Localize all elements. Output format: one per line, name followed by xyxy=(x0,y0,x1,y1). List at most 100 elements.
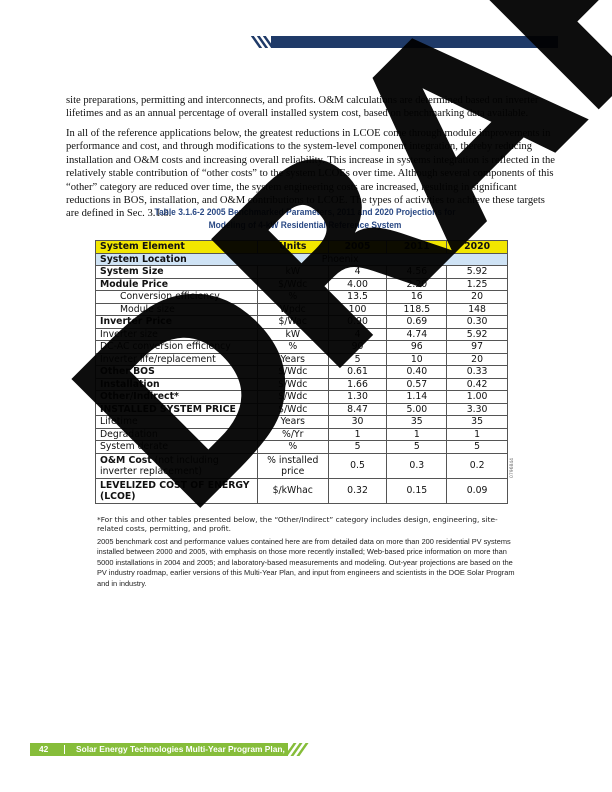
value-cell: 0.3 xyxy=(386,452,448,479)
element-rest-text: (not including inverter replacement) xyxy=(100,454,219,477)
value-cell: 96 xyxy=(386,340,448,354)
location-label: System Location xyxy=(95,252,258,266)
value-cell: 35 xyxy=(386,415,448,429)
value-cell: 1.14 xyxy=(386,390,448,404)
value-cell: 0.09 xyxy=(446,477,508,504)
value-cell: 5 xyxy=(327,440,388,454)
table-row: Other BOS $/Wdc 0.61 0.40 0.33 xyxy=(95,365,508,379)
element-cell: DC-AC conversion efficiency xyxy=(95,340,258,354)
value-cell: 0.90 xyxy=(327,315,388,329)
element-cell: Inverter life/replacement xyxy=(95,352,258,366)
footer-divider xyxy=(64,745,65,754)
units-cell: $/Wdc xyxy=(256,402,329,416)
value-cell: 0.42 xyxy=(446,377,508,391)
value-cell: 4 xyxy=(327,265,388,279)
table-row: System derate% 5 5 5 xyxy=(95,440,508,454)
units-cell: Wpdc xyxy=(256,302,329,316)
value-cell: 1 xyxy=(386,427,448,441)
header-cell: System Element xyxy=(95,240,258,254)
figure-code: 0796844 xyxy=(510,457,515,478)
units-cell: $/kWhac xyxy=(256,477,329,504)
value-cell: 0.57 xyxy=(386,377,448,391)
units-cell: Years xyxy=(256,352,329,366)
element-cell: O&M Cost (not including inverter replace… xyxy=(95,452,258,479)
value-cell: 5 xyxy=(386,440,448,454)
value-cell: 1 xyxy=(327,427,388,441)
units-cell: % xyxy=(256,340,329,354)
value-cell: 5.92 xyxy=(446,327,508,341)
units-cell: % xyxy=(256,440,329,454)
value-cell: 5 xyxy=(327,352,388,366)
value-cell: 0.69 xyxy=(386,315,448,329)
caption-line: Table 3.1.6-2 2005 Benchmarked Parameter… xyxy=(154,207,456,218)
element-cell: LEVELIZED COST OF ENERGY (LCOE) xyxy=(95,477,258,504)
value-cell: 35 xyxy=(446,415,508,429)
location-row: System Location Phoenix xyxy=(95,252,509,266)
units-cell: Years xyxy=(256,415,329,429)
value-cell: 20 xyxy=(446,352,508,366)
element-cell: Other/Indirect* xyxy=(95,390,258,404)
value-cell: 8.47 xyxy=(327,402,388,416)
units-cell: $/Wdc xyxy=(256,377,329,391)
element-cell: Conversion efficiency xyxy=(95,290,258,304)
paragraph: In all of the reference applications bel… xyxy=(66,128,555,220)
value-cell: 4.74 xyxy=(386,327,448,341)
value-cell: 13.5 xyxy=(327,290,388,304)
value-cell: 2.20 xyxy=(386,277,448,291)
value-cell: 16 xyxy=(386,290,448,304)
om-cost-row: O&M Cost (not including inverter replace… xyxy=(95,452,508,479)
value-cell: 0.33 xyxy=(446,365,508,379)
table-row: Degradation %/Yr 1 1 1 xyxy=(95,427,508,441)
value-cell: 4 xyxy=(327,327,388,341)
value-cell: 1 xyxy=(446,427,508,441)
element-cell: Module size xyxy=(95,302,258,316)
table-row: Other/Indirect* $/Wdc 1.30 1.14 1.00 xyxy=(95,390,508,404)
value-cell: 5.92 xyxy=(446,265,508,279)
table-row: Installation $/Wdc 1.66 0.57 0.42 xyxy=(95,377,508,391)
value-cell: 118.5 xyxy=(386,302,448,316)
table-row: Inverter size kW 4 4.74 5.92 xyxy=(95,327,508,341)
value-cell: 1.25 xyxy=(446,277,508,291)
units-cell: kW xyxy=(256,327,329,341)
element-cell: Other BOS xyxy=(95,365,258,379)
element-bold-text: O&M Cost xyxy=(100,454,152,466)
page-number: 42 xyxy=(39,744,49,754)
element-cell: System derate xyxy=(95,440,258,454)
units-cell: % installed price xyxy=(256,452,329,479)
value-cell: 1.00 xyxy=(446,390,508,404)
table-row: Inverter life/replacement Years 5 10 20 xyxy=(95,352,508,366)
units-cell: $/Wdc xyxy=(256,277,329,291)
caption-line: Modeling of 4-kW Residential Reference S… xyxy=(208,219,402,231)
paragraph: site preparations, permitting and interc… xyxy=(66,95,539,120)
table-row: Module Price $/Wdc 4.00 2.20 1.25 xyxy=(95,277,508,291)
parameters-table: System Element Units 2005 2011 2020 Syst… xyxy=(95,240,509,504)
element-cell: Module Price xyxy=(95,277,258,291)
element-cell: System Size xyxy=(95,265,258,279)
value-cell: 0.40 xyxy=(386,365,448,379)
value-cell: 0.2 xyxy=(446,452,508,479)
table-row: System Size kW 4 4.56 5.92 xyxy=(95,265,508,279)
value-cell: 0.61 xyxy=(327,365,388,379)
table-row: Inverter Price $/Wac 0.90 0.69 0.30 xyxy=(95,315,508,329)
units-cell: $/Wdc xyxy=(256,365,329,379)
value-cell: 0.30 xyxy=(446,315,508,329)
element-cell: Inverter Price xyxy=(95,315,258,329)
value-cell: 1.30 xyxy=(327,390,388,404)
units-cell: kW xyxy=(256,265,329,279)
table-row: Module size Wpdc 100 118.5 148 xyxy=(95,302,508,316)
table-caption: Table 3.1.6-2 2005 Benchmarked Parameter… xyxy=(125,207,486,232)
value-cell: 10 xyxy=(386,352,448,366)
table-footnote: *For this and other tables presented bel… xyxy=(97,515,498,533)
element-cell: Degradation xyxy=(95,427,258,441)
value-cell: 0.15 xyxy=(386,477,448,504)
value-cell: 5.00 xyxy=(386,402,448,416)
element-cell: Lifetime xyxy=(95,415,258,429)
header-cell: 2011 xyxy=(386,240,448,254)
units-cell: % xyxy=(256,290,329,304)
value-cell: 97 xyxy=(446,340,508,354)
header-cell: 2020 xyxy=(446,240,508,254)
table-row: INSTALLED SYSTEM PRICE $/Wdc 8.47 5.00 3.30 xyxy=(95,402,508,416)
header-cell: 2005 xyxy=(327,240,388,254)
element-cell: Inverter size xyxy=(95,327,258,341)
element-cell: Installation xyxy=(95,377,258,391)
